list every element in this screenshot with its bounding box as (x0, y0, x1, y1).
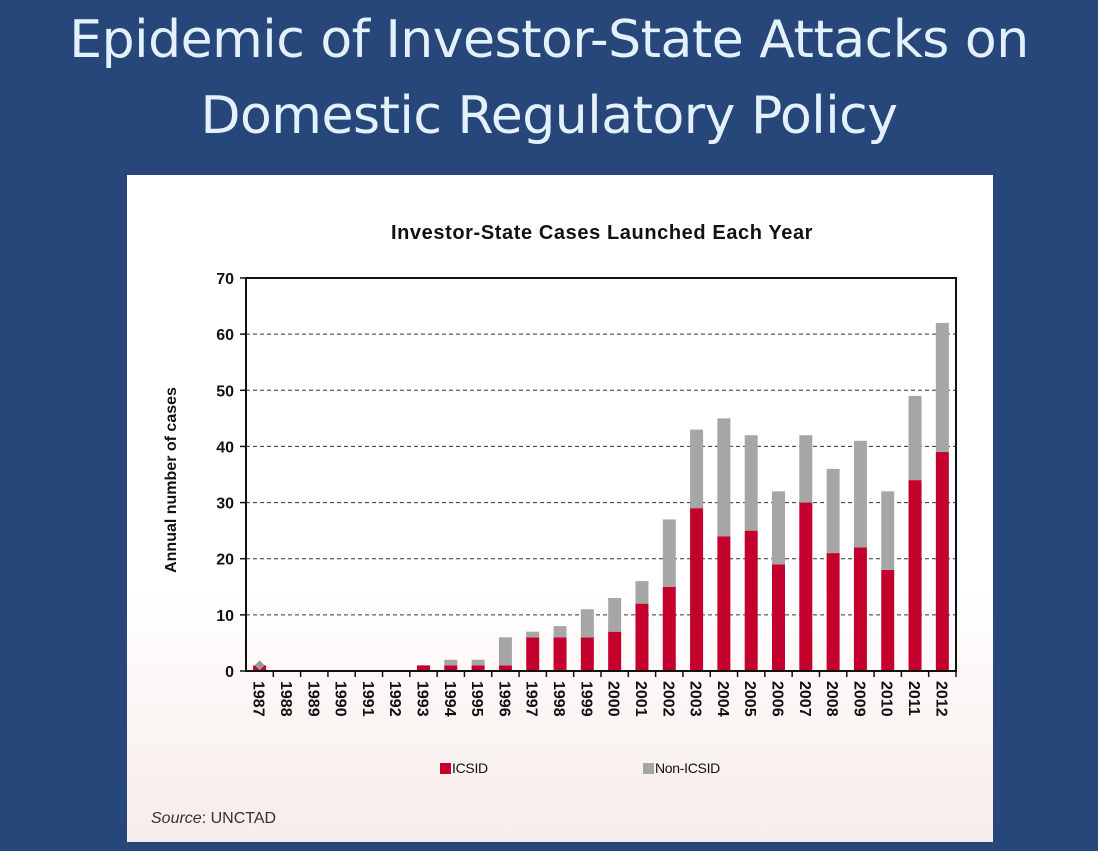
legend-label-icsid: ICSID (452, 760, 488, 776)
bar-icsid-2005 (744, 530, 758, 671)
bar-non-icsid-1999 (580, 609, 594, 638)
y-tick-label: 70 (216, 271, 234, 288)
y-tick-label: 50 (216, 383, 234, 400)
x-tick-label: 1996 (495, 681, 512, 717)
bar-non-icsid-1996 (498, 637, 512, 666)
x-tick-label: 2001 (632, 681, 649, 717)
bar-icsid-2003 (690, 508, 704, 671)
x-tick-label: 2000 (605, 681, 622, 717)
x-tick-label: 2004 (714, 681, 731, 717)
x-tick-label: 1990 (332, 681, 349, 717)
bar-non-icsid-1998 (553, 626, 567, 638)
bar-non-icsid-2011 (908, 395, 922, 481)
x-tick-label: 2008 (823, 681, 840, 717)
x-axis-ticks: 1987 1988 1989 1990 1991 1992 1993 1994 1995 1996… (250, 671, 957, 717)
source-value: : UNCTAD (202, 810, 276, 827)
legend: ICSID Non-ICSID (440, 760, 720, 776)
x-tick-label: 2005 (741, 681, 758, 717)
bars (253, 322, 949, 671)
bar-non-icsid-2005 (744, 435, 758, 531)
bar-non-icsid-2000 (608, 598, 622, 632)
data-point-marker-1987 (254, 660, 265, 671)
bar-icsid-2007 (799, 502, 813, 671)
legend-swatch-icsid (440, 763, 451, 774)
x-tick-label: 1989 (304, 681, 321, 717)
bar-non-icsid-2007 (799, 435, 813, 503)
bar-icsid-1996 (498, 665, 512, 671)
bar-non-icsid-2004 (717, 418, 731, 537)
bar-non-icsid-2008 (826, 468, 840, 554)
x-tick-label: 1988 (277, 681, 294, 717)
source-label: Source (151, 810, 202, 827)
bar-icsid-1998 (553, 637, 567, 671)
bar-icsid-1997 (526, 637, 540, 671)
bar-icsid-2004 (717, 536, 731, 671)
bar-icsid-1999 (580, 637, 594, 671)
chart-panel: Investor-State Cases Launched Each Year … (127, 175, 993, 842)
y-tick-label: 60 (216, 327, 234, 344)
bar-non-icsid-2010 (881, 491, 895, 570)
bar-non-icsid-2001 (635, 581, 649, 604)
gridlines (246, 333, 956, 616)
bar-icsid-2012 (935, 452, 949, 671)
x-tick-label: 1991 (359, 681, 376, 717)
x-tick-label: 1992 (386, 681, 403, 717)
legend-swatch-non-icsid (643, 763, 654, 774)
x-tick-label: 1998 (550, 681, 567, 717)
bar-icsid-2006 (772, 564, 785, 671)
slide-title: Epidemic of Investor-State Attacks on Do… (0, 2, 1098, 154)
slide-title-line-1: Epidemic of Investor-State Attacks on (69, 10, 1029, 70)
bar-non-icsid-2012 (935, 322, 949, 453)
bar-icsid-2000 (608, 631, 622, 671)
legend-label-non-icsid: Non-ICSID (655, 760, 720, 776)
bar-icsid-2009 (853, 547, 867, 671)
x-tick-label: 2006 (769, 681, 786, 717)
x-tick-label: 1995 (468, 681, 485, 717)
bar-non-icsid-1995 (471, 659, 485, 666)
y-tick-label: 10 (216, 608, 234, 625)
chart-title: Investor-State Cases Launched Each Year (391, 222, 813, 244)
stacked-bar-chart: Investor-State Cases Launched Each Year … (151, 222, 957, 827)
bar-icsid-2001 (635, 603, 649, 671)
plot-area-frame (245, 277, 957, 672)
bar-icsid-2008 (826, 553, 840, 671)
x-tick-label: 2010 (878, 681, 895, 717)
source-note: Source: UNCTAD (151, 810, 276, 827)
bar-non-icsid-2003 (690, 429, 704, 509)
bar-non-icsid-2009 (853, 440, 867, 548)
x-tick-label: 2011 (905, 681, 922, 716)
bar-icsid-1994 (444, 665, 458, 671)
slide-title-line-2: Domestic Regulatory Policy (200, 86, 898, 146)
x-tick-label: 1997 (523, 681, 540, 717)
x-tick-label: 1994 (441, 681, 458, 717)
bar-icsid-1995 (471, 665, 485, 671)
x-tick-label: 1987 (250, 681, 267, 717)
x-tick-label: 2002 (659, 681, 676, 717)
x-tick-label: 1999 (577, 681, 594, 717)
bar-icsid-2011 (908, 480, 922, 671)
y-tick-label: 0 (225, 664, 234, 681)
bar-non-icsid-2002 (662, 519, 676, 587)
y-tick-label: 40 (216, 439, 234, 456)
y-tick-label: 30 (216, 496, 234, 513)
bar-non-icsid-2006 (772, 491, 785, 565)
x-tick-label: 1993 (414, 681, 431, 717)
x-tick-label: 2007 (796, 681, 813, 717)
bar-icsid-1993 (417, 665, 430, 671)
y-tick-label: 20 (216, 552, 234, 569)
y-axis-ticks: 0 10 20 30 40 50 60 70 (216, 271, 246, 681)
x-tick-label: 2012 (932, 681, 949, 717)
x-tick-label: 2009 (850, 681, 867, 717)
bar-non-icsid-1997 (526, 631, 540, 638)
bar-icsid-2002 (662, 586, 676, 671)
bar-icsid-2010 (881, 569, 895, 671)
bar-non-icsid-1994 (444, 659, 458, 666)
x-tick-label: 2003 (687, 681, 704, 717)
y-axis-label: Annual number of cases (163, 387, 180, 573)
